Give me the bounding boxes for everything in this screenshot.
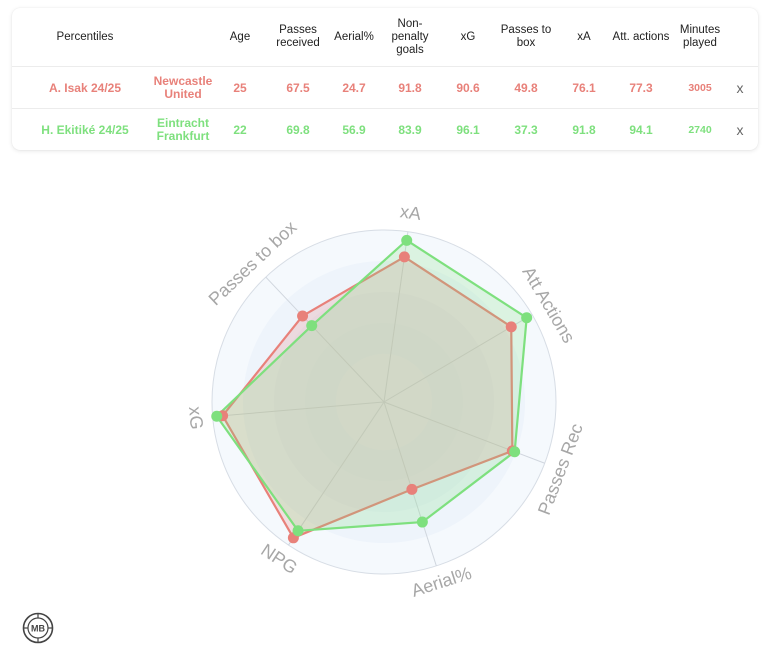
value-age: 25 <box>233 80 247 95</box>
radar-point <box>509 446 521 458</box>
table-row: A. Isak 24/25 Newcastle United 25 67.5 2… <box>12 66 758 109</box>
header-percentiles: Percentiles <box>56 30 114 43</box>
value-passes-to-box: 49.8 <box>514 80 538 95</box>
value-minutes: 3005 <box>688 81 712 94</box>
radar-point <box>306 320 318 332</box>
remove-row-button[interactable]: x <box>736 122 744 138</box>
radar-spoke-6 <box>265 276 385 403</box>
logo-text: MB <box>31 624 45 634</box>
header-att-actions: Att. actions <box>612 30 670 43</box>
radar-spoke-3 <box>383 401 437 566</box>
header-age: Age <box>229 30 251 43</box>
radar-series-0 <box>221 255 514 539</box>
value-age: 22 <box>233 122 247 137</box>
comparison-table: Percentiles Age Passes received Aerial% … <box>12 8 758 150</box>
radar-axis-label: xA <box>399 201 423 224</box>
radar-point <box>297 310 309 322</box>
radar-point <box>505 321 517 333</box>
radar-axis-label: xG <box>185 406 207 431</box>
value-passes-to-box: 37.3 <box>514 122 538 137</box>
header-passes-received: Passes received <box>276 24 320 49</box>
value-xa: 76.1 <box>572 80 596 95</box>
radar-point <box>521 312 533 324</box>
radar-point <box>401 234 413 246</box>
remove-row-button[interactable]: x <box>736 80 744 96</box>
header-xg: xG <box>460 30 476 43</box>
table-header-row: Percentiles Age Passes received Aerial% … <box>12 8 758 66</box>
radar-point <box>406 483 418 495</box>
header-npg: Non-penalty goals <box>391 17 429 56</box>
value-aerial: 24.7 <box>342 80 366 95</box>
mb-logo: MB <box>22 612 54 644</box>
value-passes-received: 67.5 <box>286 80 310 95</box>
radar-spoke-4 <box>288 401 385 546</box>
radar-spoke-5 <box>212 401 385 418</box>
header-passes-to-box: Passes to box <box>500 24 552 49</box>
player-name: H. Ekitiké 24/25 <box>41 122 129 137</box>
radar-series-1 <box>215 239 528 532</box>
value-att-actions: 94.1 <box>629 122 653 137</box>
value-minutes: 2740 <box>688 123 712 136</box>
radar-point <box>398 251 410 263</box>
value-xg: 90.6 <box>456 80 480 95</box>
team-name: Eintracht Frankfurt <box>156 116 210 143</box>
table-row: H. Ekitiké 24/25 Eintracht Frankfurt 22 … <box>12 108 758 151</box>
value-aerial: 56.9 <box>342 122 366 137</box>
radar-point <box>211 410 223 422</box>
value-xa: 91.8 <box>572 122 596 137</box>
radar-point <box>292 525 304 537</box>
value-npg: 91.8 <box>398 80 422 95</box>
radar-outer-ring <box>211 229 557 575</box>
header-minutes: Minutes played <box>679 24 721 49</box>
header-aerial: Aerial% <box>334 30 374 43</box>
value-npg: 83.9 <box>398 122 422 137</box>
team-name: Newcastle United <box>153 74 213 101</box>
value-att-actions: 77.3 <box>629 80 653 95</box>
value-xg: 96.1 <box>456 122 480 137</box>
radar-point <box>416 516 428 528</box>
player-name: A. Isak 24/25 <box>48 80 122 95</box>
value-passes-received: 69.8 <box>286 122 310 137</box>
header-xa: xA <box>577 30 591 43</box>
